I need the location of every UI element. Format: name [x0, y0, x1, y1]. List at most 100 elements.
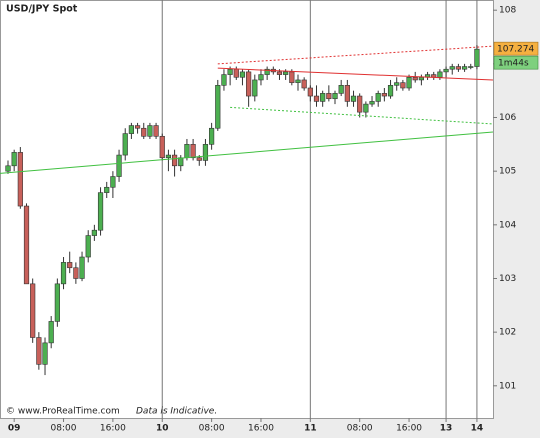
y-tick-label: 104 — [499, 220, 516, 230]
note: Data is Indicative. — [136, 407, 217, 417]
candle-body — [11, 152, 17, 167]
y-tick-label: 108 — [499, 6, 516, 16]
candle-body — [461, 66, 468, 70]
candle-body — [147, 125, 153, 137]
candle-body — [171, 154, 178, 167]
trend-line — [217, 45, 493, 65]
candle-body — [375, 93, 381, 102]
candle-body — [239, 71, 246, 78]
candle-body — [418, 76, 424, 81]
candle-body — [5, 165, 11, 172]
candle-body — [30, 283, 36, 338]
y-tick-label: 105 — [499, 167, 516, 177]
candle-body — [369, 101, 375, 105]
candle-body — [221, 74, 227, 86]
candle-body — [283, 71, 289, 75]
candle-body — [215, 85, 221, 129]
candle-body — [122, 133, 128, 156]
candle-body — [36, 337, 42, 365]
candle-body — [91, 229, 97, 236]
candle-body — [104, 186, 110, 193]
candle-body — [301, 79, 307, 89]
candle-body — [184, 144, 190, 159]
countdown-box — [493, 55, 539, 70]
candle-body — [295, 79, 301, 83]
candle-body — [474, 48, 480, 67]
candle-body — [394, 82, 400, 86]
candle-body — [116, 154, 122, 177]
candle-body — [17, 152, 23, 207]
candle-body — [332, 93, 338, 100]
candle-body — [54, 283, 60, 322]
candle-body — [344, 85, 350, 102]
candle-body — [350, 95, 357, 102]
plot-area — [0, 0, 494, 419]
candle-body — [357, 95, 363, 113]
candle-body — [190, 144, 196, 159]
price-label: 107.274 — [497, 45, 534, 55]
candle-body — [289, 71, 295, 83]
candle-body — [134, 125, 141, 129]
candle-body — [48, 321, 54, 344]
candle-body — [60, 262, 67, 285]
candle-body — [387, 85, 394, 97]
candle-body — [67, 262, 73, 269]
candle-body — [320, 93, 326, 102]
x-tick-label: 16:00 — [248, 424, 274, 434]
x-tick-label: 11 — [304, 424, 317, 434]
x-tick-label: 10 — [156, 424, 169, 434]
candle-body — [202, 144, 209, 161]
candle-body — [128, 125, 135, 134]
candle-body — [449, 66, 455, 70]
candle-body — [437, 71, 443, 78]
candle-body — [326, 93, 332, 100]
candle-body — [313, 95, 320, 102]
candle-body — [412, 76, 418, 81]
candle-body — [79, 256, 85, 279]
candle-body — [406, 76, 412, 89]
candle-body — [264, 68, 270, 75]
candle-body — [42, 342, 48, 365]
y-tick-label: 102 — [499, 328, 516, 338]
y-tick-label: 101 — [499, 381, 516, 391]
candle-body — [338, 85, 344, 94]
x-tick-label: 08:00 — [347, 424, 373, 434]
candle-body — [258, 74, 264, 81]
candle-body — [227, 68, 233, 75]
candle-body — [85, 235, 91, 258]
chart-title: USD/JPY Spot — [6, 4, 78, 15]
x-tick-label: 16:00 — [100, 424, 126, 434]
candle-body — [178, 157, 184, 167]
candle-body — [400, 82, 406, 89]
candle-body — [110, 176, 116, 188]
candle-body — [246, 71, 252, 97]
candle-body — [276, 71, 283, 75]
countdown-label: 1m44s — [498, 59, 529, 69]
candle-body — [468, 66, 474, 68]
candle-body — [252, 79, 258, 97]
candle-body — [97, 192, 104, 231]
trend-line — [0, 131, 493, 174]
candle-body — [233, 68, 239, 78]
candle-body — [153, 125, 159, 137]
candle-body — [165, 154, 172, 159]
x-tick-label: 08:00 — [51, 424, 77, 434]
x-tick-label: 08:00 — [199, 424, 225, 434]
candle-body — [141, 127, 147, 137]
y-tick-label: 106 — [499, 113, 516, 123]
x-tick-label: 16:00 — [396, 424, 422, 434]
candle-body — [363, 103, 369, 113]
x-tick-label: 14 — [471, 424, 484, 434]
x-tick-label: 13 — [440, 424, 453, 434]
x-tick-label: 09 — [8, 424, 21, 434]
trend-line — [217, 67, 493, 81]
candle-body — [381, 93, 387, 97]
candle-body — [23, 205, 30, 285]
candle-body — [196, 157, 202, 161]
footer: © www.ProRealTime.com — [6, 407, 120, 417]
candle-body — [73, 267, 79, 279]
price-box — [493, 41, 539, 56]
candle-body — [443, 68, 449, 73]
candle-body — [455, 66, 462, 70]
